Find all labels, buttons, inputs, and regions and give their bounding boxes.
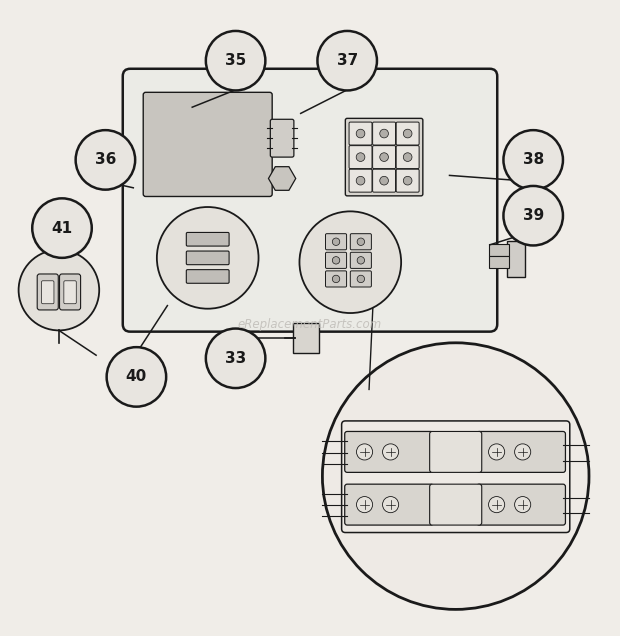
FancyBboxPatch shape (345, 431, 433, 473)
FancyBboxPatch shape (373, 146, 396, 169)
FancyBboxPatch shape (396, 146, 419, 169)
Text: 35: 35 (225, 53, 246, 68)
Circle shape (356, 153, 365, 162)
Circle shape (107, 347, 166, 406)
FancyBboxPatch shape (64, 281, 76, 304)
Text: 40: 40 (126, 370, 147, 384)
FancyBboxPatch shape (326, 271, 347, 287)
Circle shape (379, 129, 388, 138)
Circle shape (32, 198, 92, 258)
Circle shape (357, 256, 365, 264)
FancyBboxPatch shape (507, 240, 525, 277)
FancyBboxPatch shape (350, 233, 371, 250)
Circle shape (206, 31, 265, 90)
FancyBboxPatch shape (270, 120, 294, 157)
Circle shape (332, 256, 340, 264)
FancyBboxPatch shape (60, 274, 81, 310)
FancyBboxPatch shape (123, 69, 497, 331)
Circle shape (356, 444, 373, 460)
FancyBboxPatch shape (373, 122, 396, 145)
FancyBboxPatch shape (186, 251, 229, 265)
Circle shape (379, 153, 388, 162)
Circle shape (332, 275, 340, 282)
Circle shape (356, 129, 365, 138)
FancyBboxPatch shape (396, 122, 419, 145)
FancyBboxPatch shape (326, 233, 347, 250)
FancyBboxPatch shape (477, 431, 565, 473)
Circle shape (489, 444, 505, 460)
Circle shape (515, 444, 531, 460)
FancyBboxPatch shape (396, 169, 419, 192)
Circle shape (332, 238, 340, 245)
FancyBboxPatch shape (37, 274, 58, 310)
Text: 37: 37 (337, 53, 358, 68)
Circle shape (356, 176, 365, 185)
FancyBboxPatch shape (349, 169, 372, 192)
Circle shape (489, 497, 505, 513)
Circle shape (515, 497, 531, 513)
Circle shape (379, 176, 388, 185)
Circle shape (317, 31, 377, 90)
FancyBboxPatch shape (430, 484, 482, 525)
FancyBboxPatch shape (349, 146, 372, 169)
FancyBboxPatch shape (42, 281, 54, 304)
FancyBboxPatch shape (489, 244, 509, 256)
FancyBboxPatch shape (293, 323, 319, 354)
Circle shape (383, 497, 399, 513)
Text: 33: 33 (225, 351, 246, 366)
FancyBboxPatch shape (345, 484, 433, 525)
FancyBboxPatch shape (489, 256, 509, 268)
Circle shape (19, 250, 99, 330)
Circle shape (206, 329, 265, 388)
Polygon shape (268, 167, 296, 190)
Text: 38: 38 (523, 153, 544, 167)
FancyBboxPatch shape (350, 252, 371, 268)
Circle shape (383, 444, 399, 460)
Text: 36: 36 (95, 153, 116, 167)
FancyBboxPatch shape (345, 118, 423, 196)
FancyBboxPatch shape (373, 169, 396, 192)
FancyBboxPatch shape (477, 484, 565, 525)
Circle shape (403, 176, 412, 185)
Circle shape (76, 130, 135, 190)
FancyBboxPatch shape (350, 271, 371, 287)
FancyBboxPatch shape (143, 92, 272, 197)
FancyBboxPatch shape (186, 232, 229, 246)
Text: 39: 39 (523, 208, 544, 223)
Circle shape (503, 130, 563, 190)
Circle shape (503, 186, 563, 245)
Circle shape (403, 129, 412, 138)
Text: 41: 41 (51, 221, 73, 235)
Circle shape (357, 275, 365, 282)
Circle shape (299, 211, 401, 313)
FancyBboxPatch shape (430, 431, 482, 473)
Circle shape (357, 238, 365, 245)
FancyBboxPatch shape (186, 270, 229, 283)
Circle shape (322, 343, 589, 609)
Circle shape (403, 153, 412, 162)
FancyBboxPatch shape (326, 252, 347, 268)
Circle shape (157, 207, 259, 308)
Text: eReplacementParts.com: eReplacementParts.com (238, 318, 382, 331)
Circle shape (356, 497, 373, 513)
FancyBboxPatch shape (349, 122, 372, 145)
